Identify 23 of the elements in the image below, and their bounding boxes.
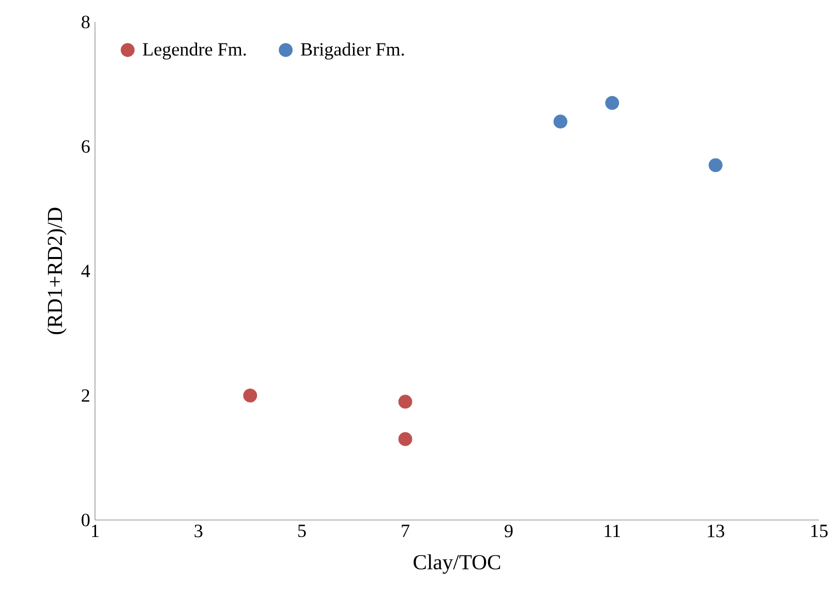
y-tick-label: 6 [82, 140, 90, 153]
point [553, 114, 568, 129]
y-tick-label: 2 [82, 389, 90, 402]
point [243, 388, 258, 402]
y-tick-label: 4 [81, 264, 90, 278]
y-tick-label: 8 [82, 16, 90, 28]
point [398, 432, 412, 446]
x-tick-label: 11 [604, 524, 620, 538]
point [708, 158, 723, 172]
x-tick-label: 9 [504, 524, 513, 538]
x-tick-label: 15 [811, 524, 828, 538]
legend-label: Brigadier Fm. [300, 42, 404, 60]
x-tick-label: 5 [298, 524, 306, 538]
point [398, 394, 412, 409]
y-axis-title: (RD1+RD2)/D [47, 208, 66, 334]
x-axis-title: Clay/TOC [414, 554, 500, 574]
legend-label: Legendre Fm. [142, 42, 246, 60]
y-tick-label: 0 [82, 514, 90, 526]
x-tick-label: 3 [194, 524, 202, 538]
x-tick-label: 7 [402, 524, 410, 537]
x-tick-label: 13 [708, 524, 724, 538]
point [605, 96, 620, 110]
x-tick-label: 1 [92, 524, 99, 538]
